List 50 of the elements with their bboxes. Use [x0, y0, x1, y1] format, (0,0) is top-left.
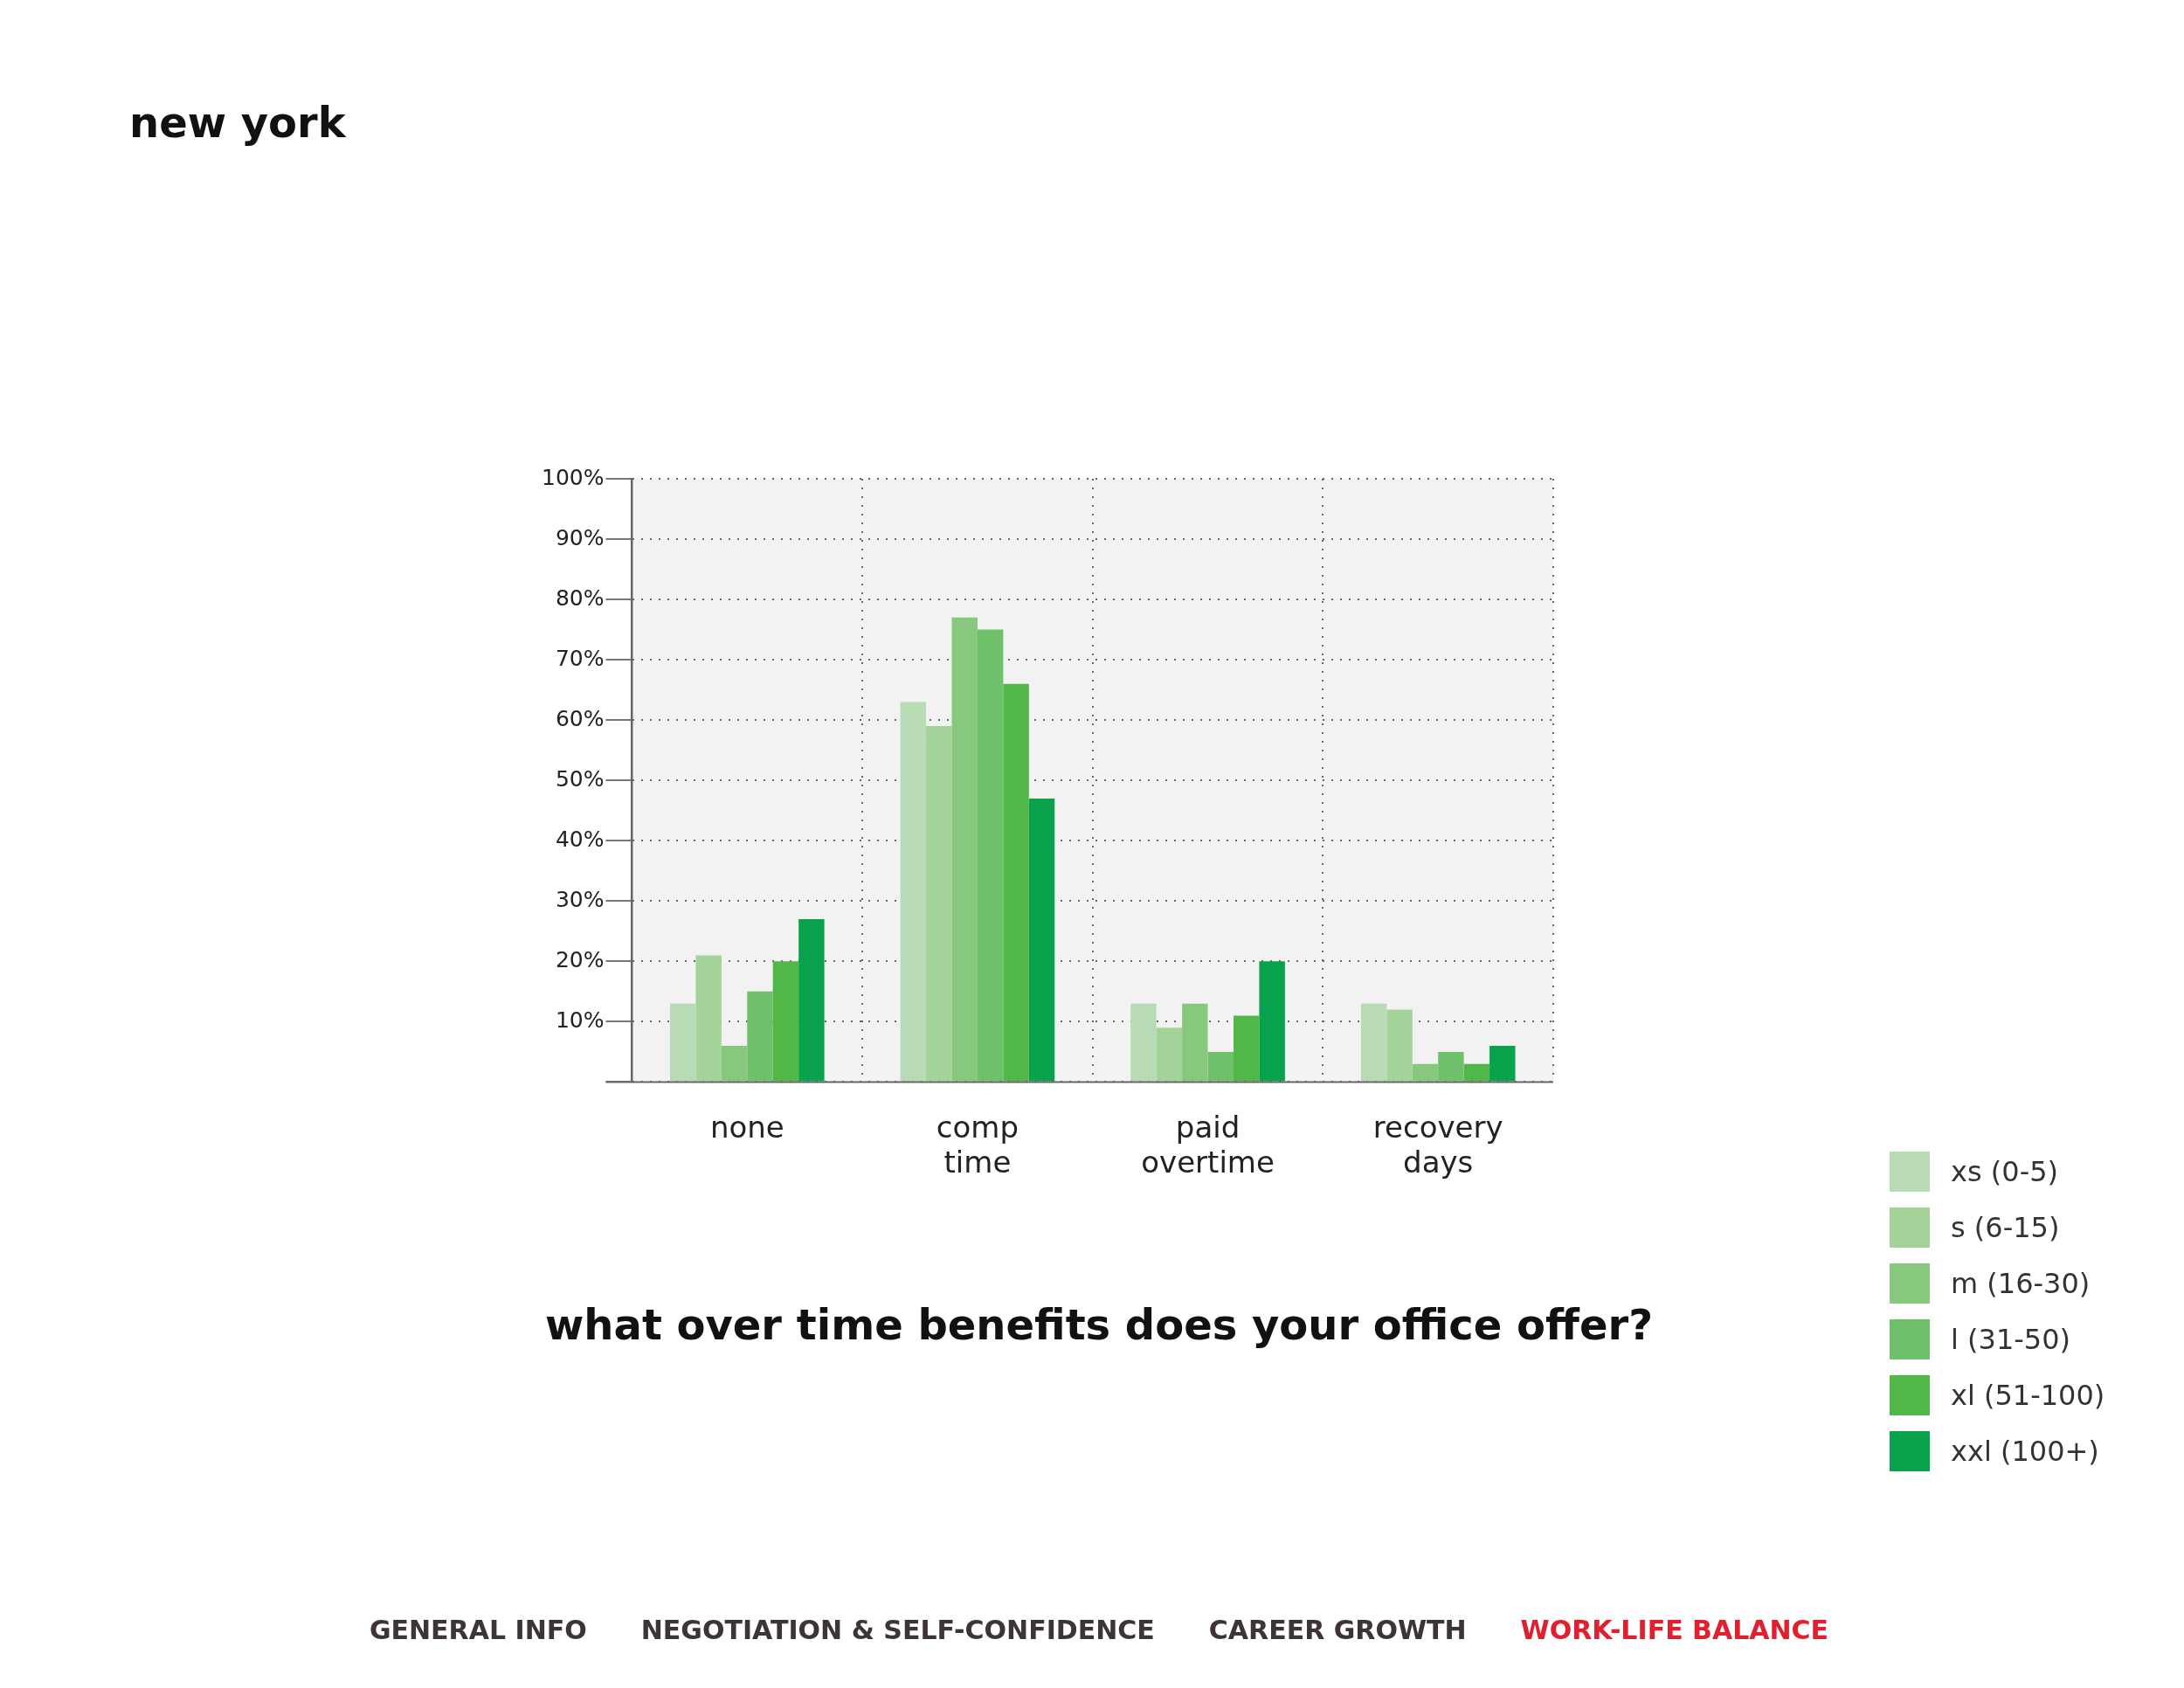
bar — [1438, 1051, 1464, 1082]
y-tick-label: 50% — [555, 765, 605, 792]
bar — [747, 991, 773, 1082]
x-tick-label: comp time — [936, 1109, 1019, 1180]
y-tick-label: 100% — [541, 464, 605, 490]
y-tick-label: 90% — [555, 524, 605, 550]
bar — [1360, 1003, 1387, 1082]
bar — [798, 918, 825, 1082]
bar — [1259, 961, 1285, 1082]
text: GENERAL INFO — [369, 1615, 587, 1645]
bar — [977, 629, 1004, 1082]
bar — [1003, 683, 1029, 1082]
bar — [721, 1045, 748, 1082]
text: WORK-LIFE BALANCE — [1520, 1615, 1829, 1645]
bar — [1489, 1045, 1516, 1082]
y-tick-label: 70% — [555, 645, 605, 671]
bar — [900, 702, 927, 1082]
text: new york — [129, 98, 346, 147]
legend-label: m (16-30) — [1951, 1267, 2091, 1300]
x-tick-label: recovery days — [1372, 1109, 1503, 1180]
bar — [772, 961, 799, 1082]
bar — [1233, 1015, 1260, 1082]
bar — [1130, 1003, 1157, 1082]
y-tick-label: 80% — [555, 585, 605, 611]
y-tick-label: 40% — [555, 826, 605, 852]
bar — [1156, 1027, 1183, 1082]
text: NEGOTIATION & SELF-CONFIDENCE — [640, 1615, 1155, 1645]
y-tick-label: 60% — [555, 705, 605, 731]
legend-label: xl (51-100) — [1951, 1379, 2105, 1412]
y-tick-label: 20% — [555, 946, 605, 972]
bar — [1386, 1009, 1413, 1082]
bar — [1207, 1051, 1234, 1082]
bar — [926, 726, 952, 1082]
bar — [1182, 1003, 1208, 1082]
text: what over time benefits does your office offer? — [544, 1300, 1654, 1349]
bar — [1412, 1063, 1439, 1082]
y-tick-label: 30% — [555, 886, 605, 912]
bar — [669, 1003, 696, 1082]
bar — [1463, 1063, 1490, 1082]
legend-label: xxl (100+) — [1951, 1435, 2099, 1468]
bar — [1028, 798, 1055, 1082]
text: CAREER GROWTH — [1208, 1615, 1467, 1645]
bar — [951, 617, 978, 1082]
legend-label: s (6-15) — [1951, 1211, 2060, 1244]
x-tick-label: none — [709, 1109, 784, 1145]
y-tick-label: 10% — [555, 1007, 605, 1033]
bar — [695, 955, 722, 1082]
x-tick-label: paid overtime — [1141, 1109, 1275, 1180]
legend-label: l (31-50) — [1951, 1323, 2071, 1356]
legend-label: xs (0-5) — [1951, 1155, 2059, 1188]
